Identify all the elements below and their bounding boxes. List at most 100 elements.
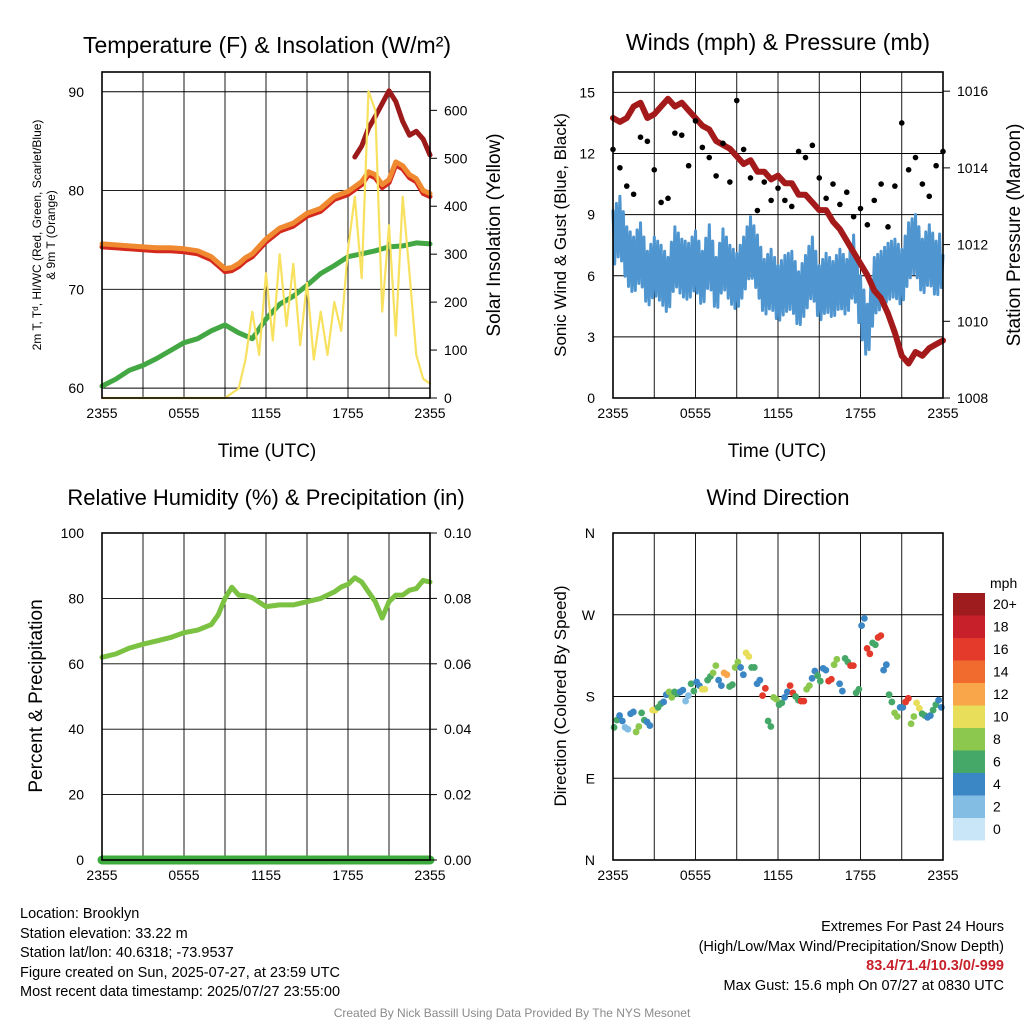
dir-ytick-label: W <box>582 607 596 623</box>
extremes-title: Extremes For Past 24 Hours <box>821 919 1004 935</box>
direction-point <box>858 622 865 630</box>
direction-point <box>646 722 654 729</box>
rh-xtick-label: 1155 <box>251 867 281 883</box>
gust-point <box>885 224 891 230</box>
wind-y2tick-label: 1008 <box>957 390 988 406</box>
colorbar-swatch <box>953 638 985 661</box>
latlon-text: Station lat/lon: 40.6318; -73.9537 <box>20 945 234 961</box>
colorbar-swatch <box>953 593 985 616</box>
gust-point <box>740 146 747 153</box>
recent-data-text: Most recent data timestamp: 2025/07/27 2… <box>20 984 341 1000</box>
rh-y2tick-label: 0.02 <box>444 787 471 803</box>
gust-point <box>843 189 850 196</box>
gust-point <box>754 207 761 214</box>
colorbar-swatch <box>953 795 985 818</box>
direction-point <box>690 687 698 695</box>
temp-y2tick-label: 300 <box>444 246 468 262</box>
direction-point <box>750 664 758 671</box>
colorbar-label: 14 <box>993 664 1009 680</box>
direction-point <box>712 662 720 670</box>
direction-point <box>888 698 896 706</box>
gust-point <box>823 195 829 202</box>
direction-point <box>880 666 887 674</box>
direction-point <box>701 685 709 693</box>
direction-point <box>808 674 816 682</box>
wind-speed-line <box>611 194 945 356</box>
rh-ytick-label: 60 <box>68 656 84 672</box>
direction-point <box>882 661 890 669</box>
direction-point <box>616 712 623 719</box>
pressure-line <box>610 95 946 367</box>
wind-chart: 2355 0555 1155 1755 235503691215100810101012… <box>579 71 988 421</box>
direction-point <box>816 677 824 685</box>
colorbar-label: 10 <box>993 709 1009 725</box>
plot-frame <box>612 532 944 861</box>
dir-xtick-label: 1155 <box>763 867 793 883</box>
direction-point <box>915 704 923 712</box>
direction-point <box>764 717 772 725</box>
gust-point <box>857 205 864 212</box>
wind-xtick-label: 2355 <box>597 405 628 421</box>
colorbar-swatch <box>953 728 985 751</box>
speed-colorbar: 20+ 18 16 14 12 10 8 6 4 2 0 <box>953 593 1017 841</box>
wind-ytick-label: 6 <box>587 268 595 284</box>
wind-y2tick-label: 1016 <box>957 83 988 99</box>
rh-chart: 2355 0555 1155 1755 23550204060801000.000.02… <box>61 525 472 883</box>
direction-point <box>855 685 863 693</box>
direction-point <box>679 686 687 694</box>
dir-xtick-label: 1755 <box>845 867 876 883</box>
max-gust-text: Max Gust: 15.6 mph On 07/27 at 0830 UTC <box>723 977 1004 994</box>
temp-xtick-label: 2355 <box>414 405 445 421</box>
extremes-values: 83.4/71.4/10.3/0/-999 <box>866 958 1004 974</box>
direction-point <box>814 672 821 680</box>
gust-point <box>665 195 671 202</box>
direction-point <box>684 692 692 699</box>
gust-point <box>727 179 733 185</box>
temp-xlabel: Time (UTC) <box>218 441 317 462</box>
wind-xtick-label: 1155 <box>763 405 793 421</box>
direction-point <box>871 641 879 649</box>
direction-point <box>849 662 857 670</box>
rh-y2tick-label: 0.00 <box>444 852 471 868</box>
direction-point <box>860 614 868 622</box>
gust-point <box>672 130 678 136</box>
wind-ytick-label: 12 <box>579 146 595 162</box>
temp-ytick-label: 70 <box>68 281 84 297</box>
wind-xtick-label: 0555 <box>680 405 711 421</box>
temp-y2label: Solar Insolation (Yellow) <box>484 133 505 336</box>
direction-point <box>907 720 915 728</box>
dir-ytick-label: N <box>585 852 595 868</box>
direction-point <box>863 644 871 652</box>
direction-point <box>830 661 838 669</box>
colorbar-swatch <box>953 750 985 773</box>
gust-point <box>678 132 685 138</box>
direction-point <box>772 695 780 703</box>
colorbar-label: 18 <box>993 619 1009 635</box>
rh-y2tick-label: 0.06 <box>444 656 471 672</box>
colorbar-swatch <box>953 683 985 706</box>
direction-point <box>734 658 742 666</box>
colorbar-swatch <box>953 705 985 728</box>
temp-xtick-label: 0555 <box>168 405 199 421</box>
gust-point <box>837 201 843 208</box>
gust-point <box>644 138 651 145</box>
temp-ytick-label: 80 <box>68 183 84 199</box>
credit-text: Created By Nick Bassill Using Data Provi… <box>333 1006 691 1020</box>
direction-point <box>838 687 846 695</box>
gust-point <box>795 148 802 155</box>
direction-point <box>618 717 626 725</box>
direction-point <box>913 699 920 707</box>
temp-ytick-label: 90 <box>68 84 84 100</box>
dir-ytick-label: S <box>586 689 595 705</box>
rh-xtick-label: 1755 <box>332 867 363 883</box>
direction-point <box>610 723 618 731</box>
station-info: Location: Brooklyn Station elevation: 33… <box>20 905 340 1003</box>
gust-point <box>623 183 630 189</box>
gust-point <box>706 154 713 161</box>
rh-chart-title: Relative Humidity (%) & Precipitation (i… <box>67 485 464 510</box>
rh-ytick-label: 0 <box>76 852 84 868</box>
gust-point <box>912 154 919 161</box>
gust-point <box>892 183 898 189</box>
direction-point <box>866 650 874 658</box>
dir-xtick-label: 2355 <box>597 867 628 883</box>
